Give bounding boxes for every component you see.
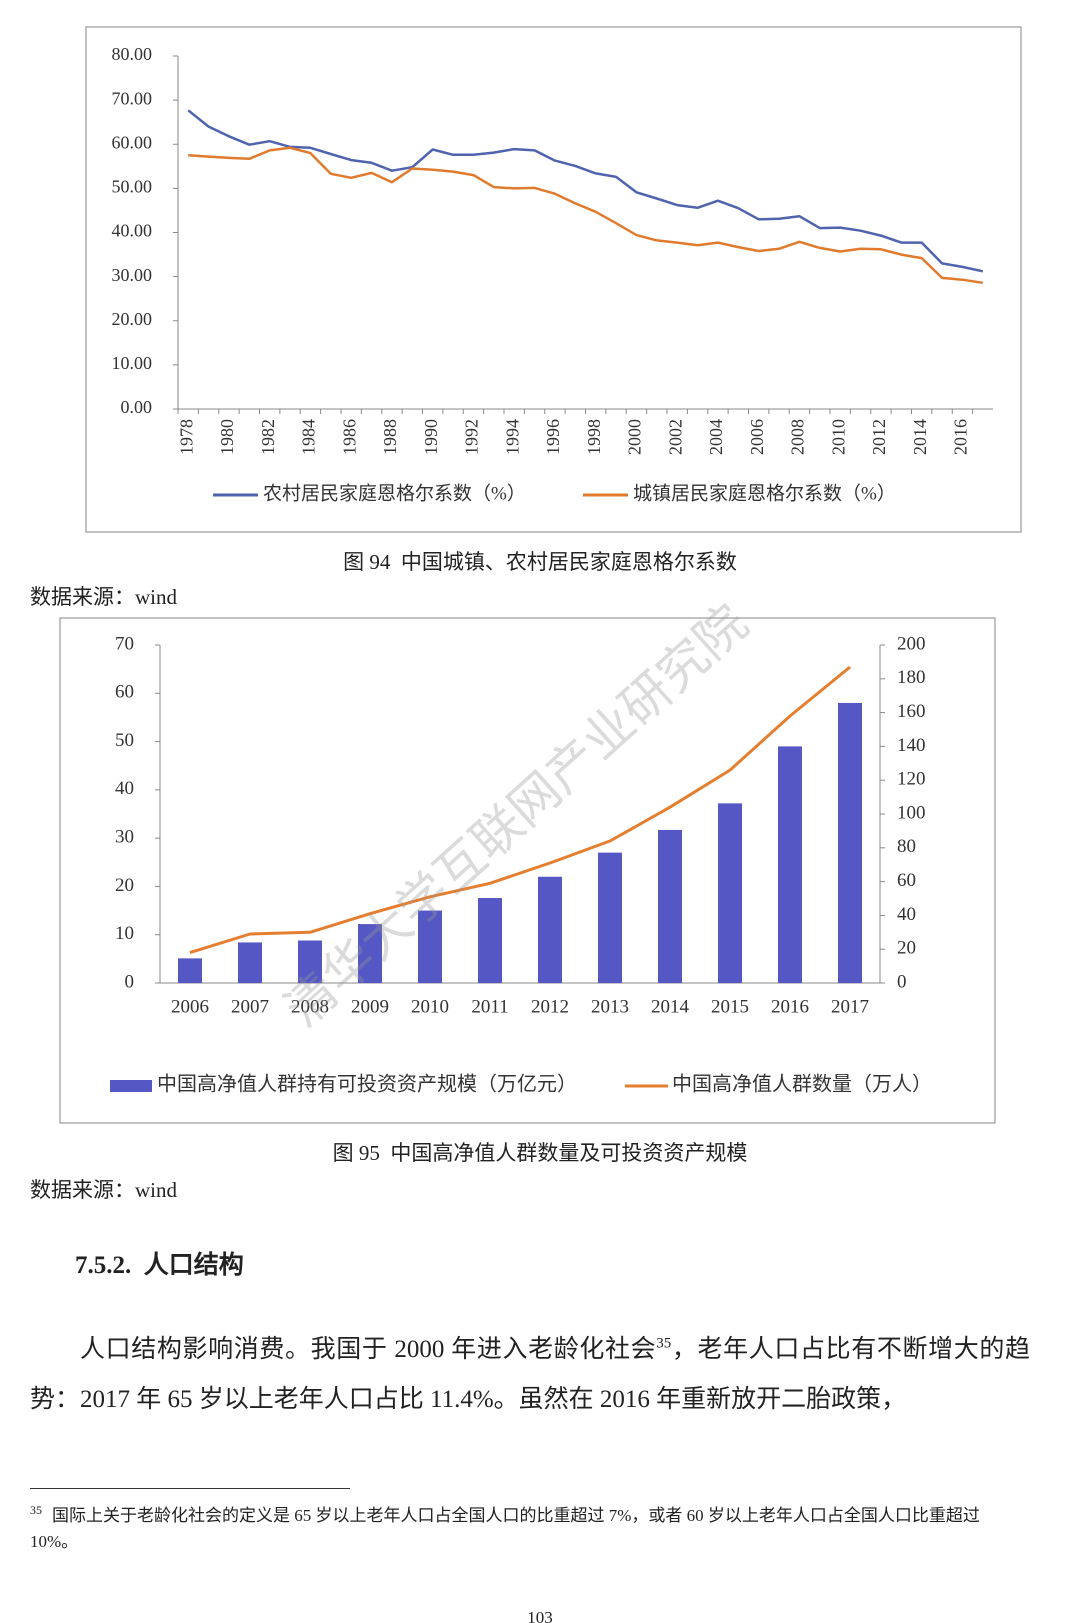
chart-frame	[85, 26, 1022, 533]
bar	[598, 852, 622, 983]
y-tick-label: 60	[115, 682, 134, 703]
x-tick-label: 1982	[258, 419, 278, 455]
y-tick-label: 70	[115, 633, 134, 654]
figure-caption: 图 95 中国高净值人群数量及可投资资产规模	[332, 1141, 748, 1165]
y-tick-label: 10	[115, 923, 134, 944]
x-tick-label: 2000	[625, 419, 645, 455]
x-tick-label: 2012	[531, 996, 569, 1017]
y2-tick-label: 0	[897, 971, 907, 992]
x-tick-label: 2016	[951, 419, 971, 455]
x-tick-label: 2017	[831, 996, 869, 1017]
figure-source: 数据来源：wind	[30, 1178, 177, 1202]
x-tick-label: 2014	[651, 996, 690, 1017]
x-tick-label: 2014	[910, 419, 930, 455]
paragraph-text: 人口结构影响消费。我国于 2000 年进入老龄化社会	[80, 1336, 657, 1363]
x-tick-label: 2010	[411, 996, 449, 1017]
x-tick-label: 1990	[421, 419, 441, 455]
x-tick-label: 1980	[217, 419, 237, 455]
y2-tick-label: 80	[897, 836, 916, 857]
y-tick-label: 30	[115, 827, 134, 848]
bar	[838, 702, 862, 983]
x-tick-label: 2009	[351, 996, 389, 1017]
legend-label: 农村居民家庭恩格尔系数（%）	[263, 482, 526, 504]
line-series	[188, 146, 983, 285]
y-tick-label: 40	[115, 778, 134, 799]
y-tick-label: 50.00	[112, 177, 153, 197]
paragraph: 人口结构影响消费。我国于 2000 年进入老龄化社会35，老年人口占比有不断增大…	[30, 1325, 1030, 1425]
footnote-rule	[30, 1488, 350, 1489]
bar	[478, 898, 502, 983]
x-tick-label: 1988	[380, 419, 400, 455]
x-tick-label: 1984	[299, 419, 319, 455]
x-tick-label: 2010	[828, 419, 848, 455]
legend-label: 城镇居民家庭恩格尔系数（%）	[633, 482, 896, 504]
y-tick-label: 50	[115, 730, 134, 751]
y2-tick-label: 180	[897, 667, 926, 688]
x-tick-label: 2007	[231, 996, 269, 1017]
y-tick-label: 70.00	[112, 88, 153, 108]
page-number: 103	[527, 1608, 553, 1623]
chart-frame	[59, 617, 996, 1124]
footnote: 35 国际上关于老龄化社会的定义是 65 岁以上老年人口占全国人口的比重超过 7%…	[30, 1503, 1030, 1555]
y-tick-label: 30.00	[112, 265, 153, 285]
line-series	[189, 665, 851, 955]
line-series	[187, 109, 984, 273]
section-heading: 7.5.2. 人口结构	[75, 1252, 244, 1279]
x-tick-label: 2004	[706, 419, 726, 455]
x-tick-label: 1978	[176, 419, 196, 455]
x-tick-label: 2008	[788, 419, 808, 455]
x-tick-label: 2015	[711, 996, 749, 1017]
legend-label: 中国高净值人群持有可投资资产规模（万亿元）	[157, 1073, 577, 1096]
y-tick-label: 40.00	[112, 221, 153, 241]
y-tick-label: 80.00	[112, 44, 153, 64]
y-tick-label: 0	[125, 971, 135, 992]
bar	[658, 829, 682, 983]
x-tick-label: 2008	[291, 996, 329, 1017]
x-tick-label: 1986	[339, 419, 359, 455]
figure-caption: 图 94 中国城镇、农村居民家庭恩格尔系数	[343, 550, 737, 574]
bar	[778, 746, 802, 983]
bar	[178, 958, 202, 983]
x-tick-label: 2006	[171, 996, 209, 1017]
x-tick-label: 1996	[543, 419, 563, 455]
x-tick-label: 2013	[591, 996, 629, 1017]
bar	[238, 942, 262, 983]
x-tick-label: 1992	[462, 419, 482, 455]
footnote-text: 国际上关于老龄化社会的定义是 65 岁以上老年人口占全国人口的比重超过 7%，或…	[30, 1506, 980, 1551]
watermark: 清华大学互联网产业研究院	[275, 594, 758, 1037]
y-tick-label: 20.00	[112, 309, 153, 329]
y2-tick-label: 160	[897, 701, 926, 722]
y-tick-label: 0.00	[121, 397, 153, 417]
footnote-marker: 35	[30, 1503, 42, 1518]
bar	[418, 910, 442, 983]
y2-tick-label: 100	[897, 802, 926, 823]
legend-swatch	[110, 1080, 152, 1092]
x-tick-label: 2011	[471, 996, 508, 1017]
y2-tick-label: 140	[897, 735, 926, 756]
x-tick-label: 1998	[584, 419, 604, 455]
y-tick-label: 20	[115, 875, 134, 896]
bar	[298, 940, 322, 983]
y2-tick-label: 20	[897, 938, 916, 959]
x-tick-label: 2016	[771, 996, 809, 1017]
y2-tick-label: 40	[897, 904, 916, 925]
y2-tick-label: 60	[897, 870, 916, 891]
y2-tick-label: 120	[897, 769, 926, 790]
bar	[358, 924, 382, 983]
footnote-ref: 35	[656, 1335, 672, 1352]
legend-label: 中国高净值人群数量（万人）	[672, 1073, 932, 1096]
y-tick-label: 60.00	[112, 132, 153, 152]
figure-source: 数据来源：wind	[30, 585, 177, 609]
bar	[538, 876, 562, 983]
paragraph-text: ，老年人口占比有不断增大的趋势：2017 年 65 岁以上老年人口占比 11.4…	[30, 1336, 1030, 1413]
x-tick-label: 2012	[869, 419, 889, 455]
x-tick-label: 1994	[502, 419, 522, 455]
y-tick-label: 10.00	[112, 353, 153, 373]
y2-tick-label: 200	[897, 633, 926, 654]
bar	[718, 803, 742, 983]
x-tick-label: 2002	[665, 419, 685, 455]
x-tick-label: 2006	[747, 419, 767, 455]
